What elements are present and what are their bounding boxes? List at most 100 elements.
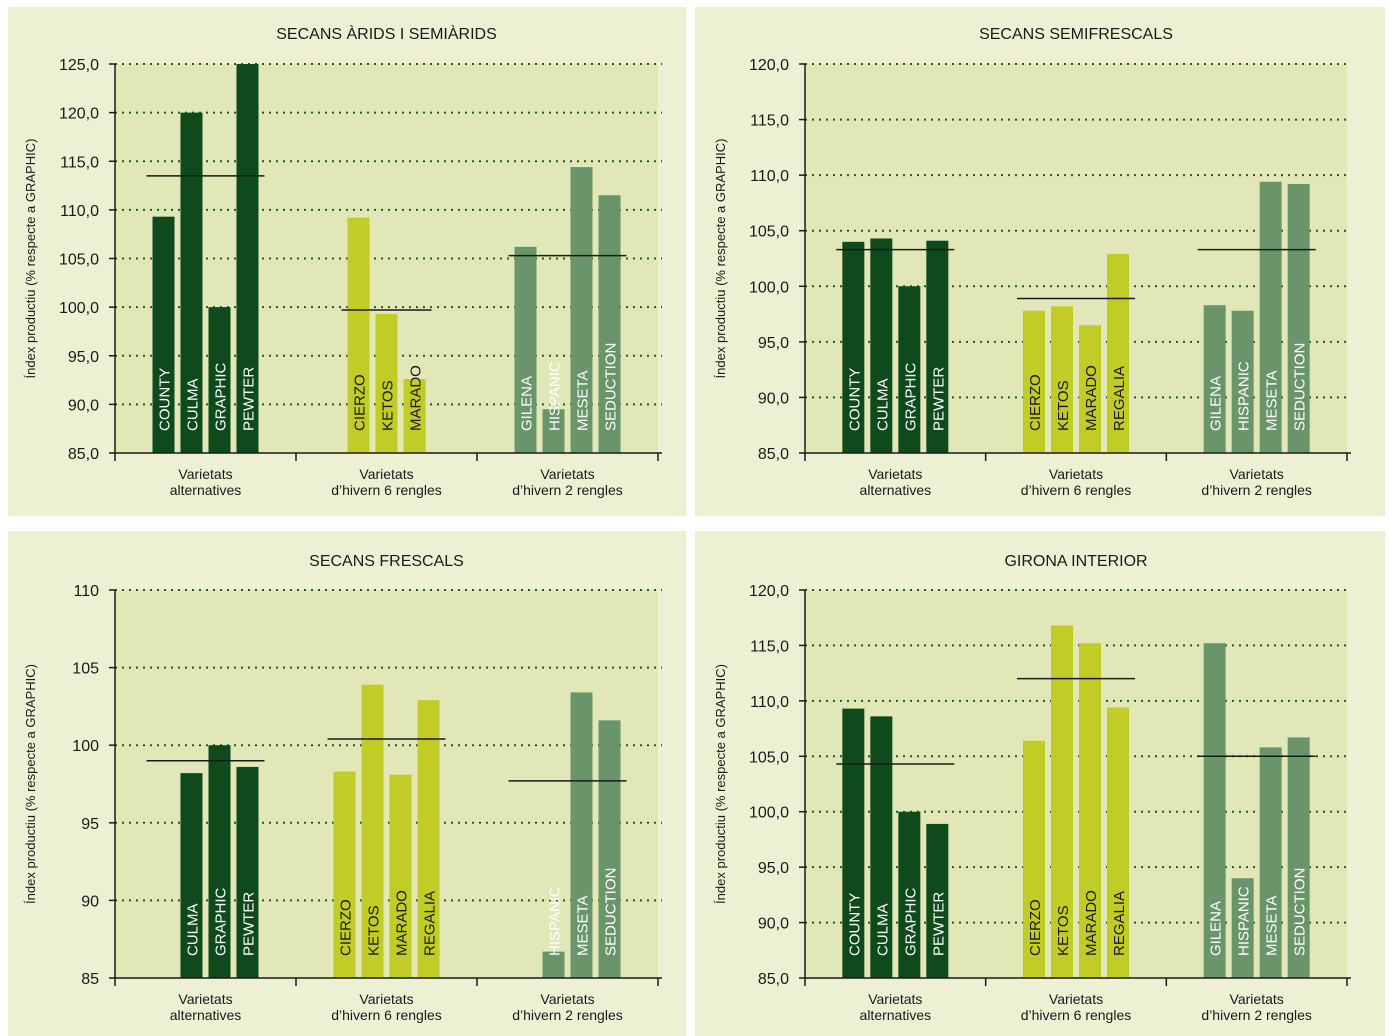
bar-meseta	[570, 167, 593, 453]
plot-area	[805, 590, 1347, 978]
bar-label: SEDUCTION	[1292, 343, 1309, 431]
y-tick-label: 90,0	[68, 397, 99, 414]
bar-gilena	[1203, 643, 1226, 978]
bar-hispanic	[1231, 878, 1254, 978]
bar-marado	[389, 774, 412, 978]
bar-graphic	[898, 286, 921, 453]
chart-panel-secans-arids: SECANS ÀRIDS I SEMIÀRIDS Índex productiu …	[8, 7, 686, 516]
bar-label: HISPANIC	[1236, 361, 1253, 431]
bar-culma	[180, 112, 203, 453]
bar-regalia	[1107, 254, 1129, 453]
bar-label: MESETA	[575, 370, 592, 431]
bar-culma	[180, 773, 203, 978]
bar-label: KETOS	[380, 380, 397, 431]
bar-county	[842, 241, 865, 453]
bar-cierzo	[333, 771, 356, 978]
bar-gilena	[514, 246, 537, 453]
bar-label: KETOS	[1055, 905, 1072, 956]
bar-label: COUNTY	[846, 368, 863, 431]
chart-panel-secans-semifrescals: SECANS SEMIFRESCALS Índex productiu (% re…	[695, 7, 1385, 516]
y-tick-label: 105	[72, 661, 99, 678]
chart-svg-secans-arids: SECANS ÀRIDS I SEMIÀRIDS Índex productiu …	[23, 24, 662, 498]
chart-title: SECANS FRESCALS	[309, 553, 464, 570]
bar-graphic	[898, 811, 921, 978]
bar-label: SEDUCTION	[1292, 868, 1309, 956]
bar-label: GILENA	[1208, 376, 1225, 431]
bar-regalia	[417, 700, 440, 978]
y-tick-label: 125,0	[59, 57, 99, 74]
y-tick-label: 85,0	[758, 971, 789, 988]
bar-label: CULMA	[185, 903, 202, 956]
x-group-label: Varietats	[1230, 466, 1284, 482]
bar-county	[842, 708, 865, 978]
y-tick-label: 110,0	[750, 694, 789, 711]
bar-label: GILENA	[519, 376, 536, 431]
bar-marado	[403, 379, 426, 453]
bar-cierzo	[1023, 740, 1045, 978]
chart-svg-girona-interior: GIRONA INTERIOR Índex productiu (% respec…	[713, 553, 1351, 1023]
bar-label: KETOS	[366, 905, 383, 956]
chart-title: SECANS ÀRIDS I SEMIÀRIDS	[276, 24, 497, 43]
y-tick-label: 95,0	[758, 335, 789, 352]
y-tick-label: 105,0	[59, 252, 99, 269]
bar-label: REGALIA	[1111, 366, 1128, 431]
y-tick-label: 100,0	[59, 300, 99, 317]
bar-label: SEDUCTION	[603, 343, 620, 431]
bar-seduction	[598, 195, 621, 453]
chart-svg-secans-semifrescals: SECANS SEMIFRESCALS Índex productiu (% re…	[713, 26, 1351, 498]
bar-graphic	[208, 307, 231, 453]
chart-panel-secans-frescals: SECANS FRESCALS Índex productiu (% respec…	[8, 531, 686, 1036]
y-tick-label: 105,0	[749, 224, 789, 241]
y-tick-label: 95,0	[68, 349, 99, 366]
plot-area	[805, 64, 1347, 453]
x-group-label: Varietats	[540, 991, 594, 1007]
bar-label: GRAPHIC	[213, 887, 230, 956]
x-group-label: d’hivern 6 rengles	[331, 482, 442, 498]
x-group-label: alternatives	[170, 1007, 242, 1023]
bar-marado	[1079, 325, 1101, 453]
bar-pewter	[236, 766, 259, 978]
bar-seduction	[598, 720, 621, 978]
bar-label: REGALIA	[422, 891, 439, 956]
x-group-label: Varietats	[868, 466, 922, 482]
bar-seduction	[1287, 737, 1310, 978]
x-group-label: d’hivern 2 rengles	[1201, 1007, 1312, 1023]
bar-label: PEWTER	[930, 892, 947, 956]
chart-panel-girona-interior: GIRONA INTERIOR Índex productiu (% respec…	[695, 531, 1385, 1036]
bar-seduction	[1287, 184, 1310, 453]
bar-ketos	[361, 684, 384, 978]
y-tick-label: 95,0	[758, 860, 789, 877]
plot-area	[115, 590, 658, 978]
x-group-label: alternatives	[170, 482, 242, 498]
bar-hispanic	[1231, 310, 1254, 453]
y-tick-label: 105,0	[749, 749, 789, 766]
x-group-label: d’hivern 6 rengles	[1021, 482, 1132, 498]
bar-label: MESETA	[1264, 370, 1281, 431]
chart-svg-secans-frescals: SECANS FRESCALS Índex productiu (% respec…	[23, 553, 662, 1023]
bar-regalia	[1107, 707, 1129, 978]
bar-label: HISPANIC	[1236, 886, 1253, 956]
bar-cierzo	[1023, 310, 1045, 453]
y-tick-label: 95	[81, 816, 99, 833]
y-tick-label: 85,0	[758, 446, 789, 463]
bar-label: CULMA	[185, 378, 202, 431]
bar-hispanic	[542, 409, 565, 453]
y-tick-label: 110	[73, 583, 99, 600]
bar-label: PEWTER	[930, 367, 947, 431]
bar-label: GILENA	[1208, 901, 1225, 956]
y-tick-label: 90	[81, 893, 99, 910]
bar-label: COUNTY	[157, 368, 174, 431]
y-tick-label: 90,0	[758, 916, 789, 933]
bar-hispanic	[542, 951, 565, 978]
bar-label: PEWTER	[241, 367, 258, 431]
bar-label: HISPANIC	[547, 886, 564, 956]
bar-marado	[1079, 643, 1101, 978]
y-tick-label: 120,0	[749, 583, 789, 600]
x-group-label: Varietats	[359, 466, 413, 482]
bar-label: CULMA	[874, 903, 891, 956]
x-group-label: d’hivern 6 rengles	[331, 1007, 442, 1023]
bar-label: CIERZO	[1027, 374, 1044, 431]
x-group-label: d’hivern 6 rengles	[1021, 1007, 1132, 1023]
bar-label: HISPANIC	[547, 361, 564, 431]
